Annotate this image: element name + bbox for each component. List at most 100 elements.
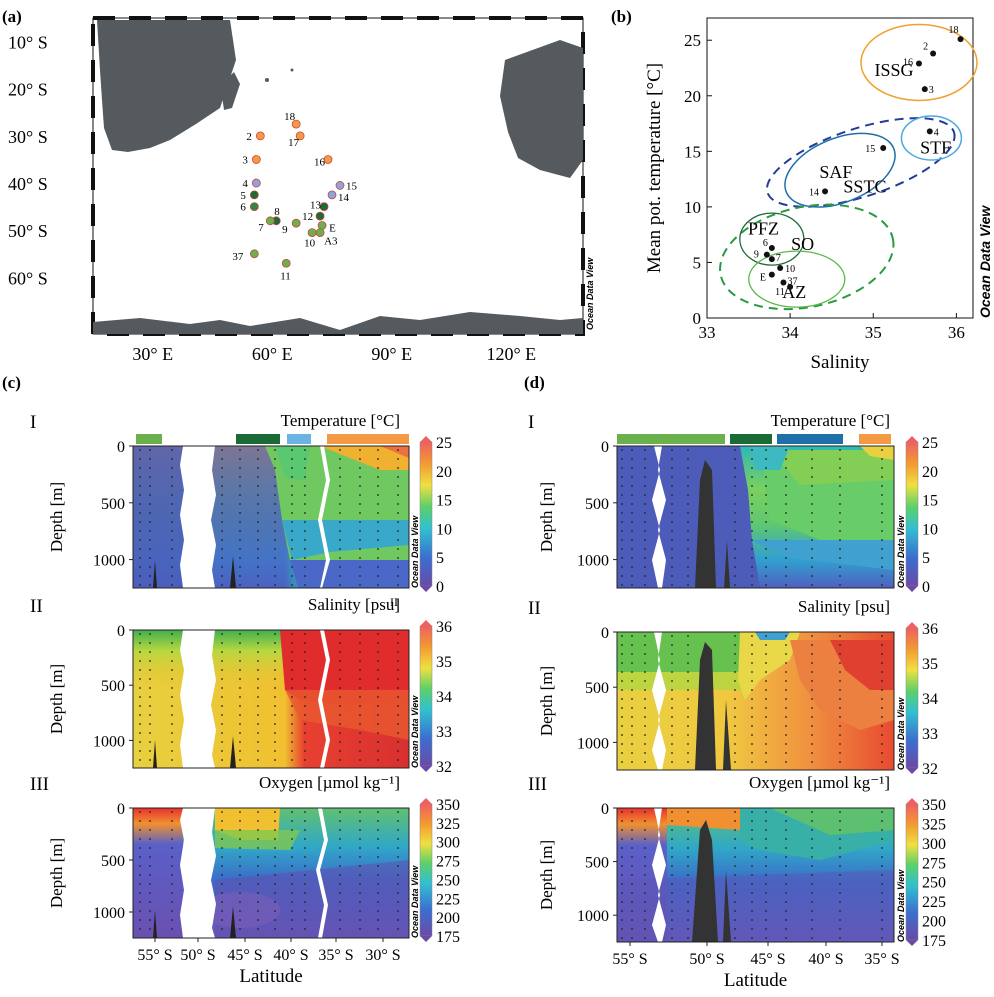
sample-dot (339, 584, 341, 586)
sample-dot (765, 919, 767, 921)
sample-dot (377, 660, 379, 662)
sample-dot (687, 865, 689, 867)
colorbar-tick-label: 36 (436, 619, 452, 636)
sample-dot (257, 723, 259, 725)
sample-dot (751, 653, 753, 655)
ts-point-label: 11 (775, 287, 785, 298)
sample-dot (397, 539, 399, 541)
sample-dot (304, 548, 306, 550)
ts-x-tick-label: 34 (782, 323, 800, 342)
sample-dot (621, 937, 623, 939)
sample-dot (339, 874, 341, 876)
sample-dot (765, 820, 767, 822)
sample-dot (631, 892, 633, 894)
station-label: 11 (280, 270, 291, 282)
sample-dot (257, 548, 259, 550)
sample-dot (359, 910, 361, 912)
sample-dot (397, 584, 399, 586)
sample-dot (171, 530, 173, 532)
sample-dot (377, 449, 379, 451)
sample-dot (257, 759, 259, 761)
sample-dot (785, 644, 787, 646)
zone-segment-d (730, 434, 772, 444)
sample-dot (171, 566, 173, 568)
sample-dot (687, 539, 689, 541)
sample-dot (139, 856, 141, 858)
sample-dot (687, 689, 689, 691)
station-marker (249, 249, 259, 259)
sample-dot (139, 633, 141, 635)
sample-dot (644, 937, 646, 939)
sample-dot (221, 847, 223, 849)
sample-dot (149, 467, 151, 469)
colorbar-tick-label: 275 (922, 855, 946, 872)
station-label: 8 (274, 206, 280, 218)
station-marker (323, 155, 333, 164)
sample-dot (274, 732, 276, 734)
colorbar-tick-label: 34 (436, 689, 452, 706)
sample-dot (274, 449, 276, 451)
sample-dot (291, 687, 293, 689)
sample-dot (687, 811, 689, 813)
sample-dot (139, 566, 141, 568)
sample-dot (734, 494, 736, 496)
section-variable: Salinity [psu] (798, 597, 890, 616)
sample-dot (765, 761, 767, 763)
sample-dot (734, 892, 736, 894)
sample-dot (644, 847, 646, 849)
sample-dot (221, 485, 223, 487)
ts-point (926, 128, 933, 135)
sample-dot (671, 847, 673, 849)
colorbar-tick-label: 350 (436, 797, 460, 814)
sample-dot (377, 820, 379, 822)
sample-dot (359, 678, 361, 680)
sample-dot (239, 874, 241, 876)
sample-dot (631, 512, 633, 514)
sample-dot (734, 910, 736, 912)
sample-dot (149, 651, 151, 653)
sample-dot (291, 575, 293, 577)
frames-d (616, 445, 895, 943)
sample-dot (811, 476, 813, 478)
sample-dot (339, 458, 341, 460)
station-marker (249, 190, 259, 200)
sample-dot (171, 584, 173, 586)
ts-point-label: 7 (776, 253, 781, 264)
sample-dot (839, 743, 841, 745)
sample-dot (221, 820, 223, 822)
sample-dot (221, 557, 223, 559)
sample-dot (221, 705, 223, 707)
sample-dot (377, 838, 379, 840)
sample-dot (171, 458, 173, 460)
sample-dot (171, 732, 173, 734)
sample-dot (239, 642, 241, 644)
colorbar-tick-label: 250 (436, 872, 460, 889)
sample-dot (239, 892, 241, 894)
sample-dot (881, 847, 883, 849)
sample-dot (149, 874, 151, 876)
sample-dot (631, 557, 633, 559)
sample-dot (377, 714, 379, 716)
sample-dot (221, 759, 223, 761)
section-variable: Oxygen [µmol kg⁻¹] (259, 773, 400, 792)
sample-dot (359, 651, 361, 653)
sample-dot (811, 883, 813, 885)
sample-dot (304, 512, 306, 514)
sample-dot (785, 557, 787, 559)
sample-dot (811, 892, 813, 894)
sample-dot (751, 494, 753, 496)
sample-dot (139, 575, 141, 577)
sample-dot (621, 653, 623, 655)
region-label: SAF (819, 162, 852, 182)
sample-dot (811, 485, 813, 487)
sample-dot (734, 458, 736, 460)
sample-dot (304, 476, 306, 478)
sample-dot (671, 883, 673, 885)
section-variable: Oxygen [µmol kg⁻¹] (749, 773, 890, 792)
sample-dot (765, 644, 767, 646)
sample-dot (377, 732, 379, 734)
sample-dot (785, 512, 787, 514)
sample-dot (304, 687, 306, 689)
sample-dot (621, 910, 623, 912)
sample-dot (339, 847, 341, 849)
